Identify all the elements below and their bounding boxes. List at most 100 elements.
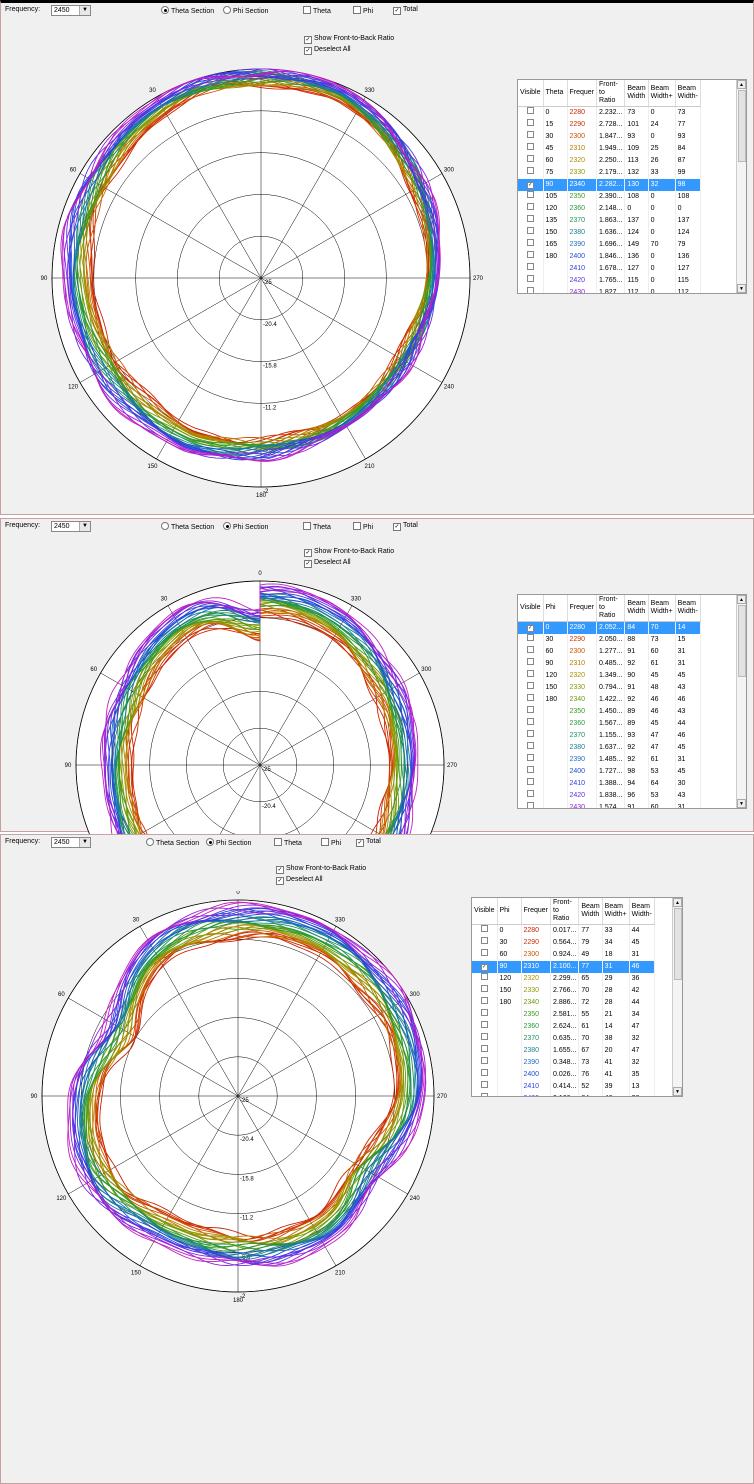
table-row[interactable]: 90 2310 0.485... 92 61 31 [518,658,701,670]
visible-checkbox[interactable] [518,191,544,203]
deselect-all-checkbox[interactable]: ✓ Deselect All [304,559,351,568]
column-header[interactable]: Beam Width+ [648,80,676,107]
table-row[interactable]: 2350 1.450... 89 46 43 [518,706,701,718]
visible-checkbox[interactable] [472,1033,498,1045]
show-ftb-checkbox[interactable]: ✓ Show Front-to-Back Ratio [304,548,395,557]
column-header[interactable]: Frequer [567,80,598,107]
total-checkbox[interactable]: ✓ Total [356,838,381,847]
visible-checkbox[interactable]: ✓ [518,621,544,634]
theta-checkbox[interactable]: Theta [303,6,331,15]
visible-checkbox[interactable] [518,155,544,167]
visible-checkbox[interactable] [472,1045,498,1057]
vertical-scrollbar[interactable]: ▲ ▼ [736,595,746,808]
table-row[interactable]: 2400 0.026... 76 41 35 [472,1069,655,1081]
visible-checkbox[interactable] [518,778,544,790]
visible-checkbox[interactable] [518,263,544,275]
visible-checkbox[interactable] [518,143,544,155]
frequency-dropdown[interactable]: 2450 ▼ [51,837,91,848]
visible-checkbox[interactable] [472,973,498,985]
deselect-all-checkbox[interactable]: ✓ Deselect All [304,46,351,55]
table-row[interactable]: 2410 1.678... 127 0 127 [518,263,701,275]
visible-checkbox[interactable] [518,203,544,215]
table-row[interactable]: 2380 1.637... 92 47 45 [518,742,701,754]
column-header[interactable]: Beam Width [624,80,649,107]
column-header[interactable]: Phi [543,595,568,622]
table-row[interactable]: 135 2370 1.863... 137 0 137 [518,215,701,227]
visible-checkbox[interactable] [472,997,498,1009]
table-row[interactable]: 2360 1.567... 89 45 44 [518,718,701,730]
table-row[interactable]: 2430 1.827... 112 0 112 [518,287,701,293]
visible-checkbox[interactable] [518,239,544,251]
theta-section-radio[interactable]: Theta Section [161,522,214,531]
scroll-thumb[interactable] [674,908,682,980]
visible-checkbox[interactable] [472,1081,498,1093]
scroll-up-icon[interactable]: ▲ [737,595,746,604]
visible-checkbox[interactable] [518,742,544,754]
visible-checkbox[interactable] [518,251,544,263]
phi-section-radio[interactable]: Phi Section [223,6,268,15]
visible-checkbox[interactable] [518,682,544,694]
frequency-dropdown[interactable]: 2450 ▼ [51,521,91,532]
visible-checkbox[interactable] [518,287,544,293]
table-row[interactable]: 30 2300 1.847... 93 0 93 [518,131,701,143]
table-row[interactable]: 30 2290 0.564... 79 34 45 [472,937,655,949]
column-header[interactable]: Visible [472,898,498,925]
theta-section-radio[interactable]: Theta Section [161,6,214,15]
visible-checkbox[interactable] [518,106,544,119]
phi-checkbox[interactable]: Phi [353,6,373,15]
table-row[interactable]: 2390 1.485... 92 61 31 [518,754,701,766]
table-row[interactable]: 180 2400 1.846... 136 0 136 [518,251,701,263]
table-row[interactable]: 150 2330 2.766... 70 28 42 [472,985,655,997]
show-ftb-checkbox[interactable]: ✓ Show Front-to-Back Ratio [304,35,395,44]
visible-checkbox[interactable] [472,1021,498,1033]
scroll-up-icon[interactable]: ▲ [673,898,682,907]
visible-checkbox[interactable] [518,670,544,682]
table-row[interactable]: 150 2380 1.636... 124 0 124 [518,227,701,239]
table-row[interactable]: 2400 1.727... 98 53 45 [518,766,701,778]
column-header[interactable]: Front-to Ratio [550,898,580,925]
visible-checkbox[interactable] [518,634,544,646]
visible-checkbox[interactable] [472,985,498,997]
visible-checkbox[interactable] [472,924,498,937]
table-row[interactable]: 180 2340 2.886... 72 28 44 [472,997,655,1009]
column-header[interactable]: Beam Width [578,898,603,925]
visible-checkbox[interactable] [518,119,544,131]
table-row[interactable]: 0 2280 2.232... 73 0 73 [518,106,701,119]
dropdown-arrow-icon[interactable]: ▼ [79,522,90,531]
dropdown-arrow-icon[interactable]: ▼ [79,838,90,847]
column-header[interactable]: Beam Width [624,595,649,622]
table-row[interactable]: 165 2390 1.696... 149 70 79 [518,239,701,251]
column-header[interactable]: Frequer [521,898,552,925]
table-row[interactable]: 180 2340 1.422... 92 46 46 [518,694,701,706]
deselect-all-checkbox[interactable]: ✓ Deselect All [276,876,323,885]
table-row[interactable]: 75 2330 2.179... 132 33 99 [518,167,701,179]
table-row[interactable]: 24200.166...844638 [472,1093,655,1096]
table-row[interactable]: 2390 0.348... 73 41 32 [472,1057,655,1069]
scroll-down-icon[interactable]: ▼ [737,284,746,293]
table-row[interactable]: 120 2360 2.148... 0 0 0 [518,203,701,215]
table-row[interactable]: 2420 1.765... 115 0 115 [518,275,701,287]
table-row[interactable]: 105 2350 2.390... 108 0 108 [518,191,701,203]
visible-checkbox[interactable]: ✓ [518,179,544,191]
theta-section-radio[interactable]: Theta Section [146,838,199,847]
column-header[interactable]: Frequer [567,595,598,622]
visible-checkbox[interactable] [518,658,544,670]
vertical-scrollbar[interactable]: ▲ ▼ [672,898,682,1096]
visible-checkbox[interactable] [518,646,544,658]
visible-checkbox[interactable] [518,730,544,742]
column-header[interactable]: Theta [543,80,568,107]
column-header[interactable]: Beam Width+ [602,898,630,925]
column-header[interactable]: Beam Width- [675,80,701,107]
vertical-scrollbar[interactable]: ▲ ▼ [736,80,746,293]
visible-checkbox[interactable] [518,790,544,802]
table-row[interactable]: 150 2330 0.794... 91 48 43 [518,682,701,694]
table-row[interactable]: 2420 1.838... 96 53 43 [518,790,701,802]
column-header[interactable]: Beam Width- [675,595,701,622]
column-header[interactable]: Beam Width- [629,898,655,925]
table-row[interactable]: 2430 1.574... 91 60 31 [518,802,701,808]
visible-checkbox[interactable] [518,167,544,179]
visible-checkbox[interactable] [472,1009,498,1021]
phi-checkbox[interactable]: Phi [321,838,341,847]
table-row[interactable]: 2350 2.581... 55 21 34 [472,1009,655,1021]
table-row[interactable]: 0 2280 0.017... 77 33 44 [472,924,655,937]
